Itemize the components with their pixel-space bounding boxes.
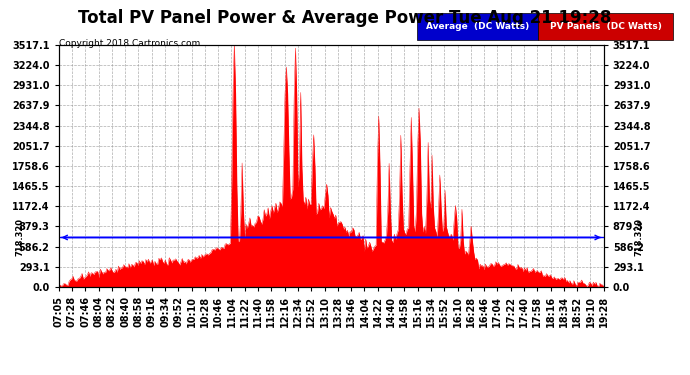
Text: PV Panels  (DC Watts): PV Panels (DC Watts)	[549, 22, 662, 31]
Text: Copyright 2018 Cartronics.com: Copyright 2018 Cartronics.com	[59, 39, 200, 48]
Text: 718.320: 718.320	[635, 219, 644, 257]
Text: Average  (DC Watts): Average (DC Watts)	[426, 22, 529, 31]
Text: 718.320: 718.320	[16, 219, 25, 257]
Text: Total PV Panel Power & Average Power Tue Aug 21 19:28: Total PV Panel Power & Average Power Tue…	[78, 9, 612, 27]
